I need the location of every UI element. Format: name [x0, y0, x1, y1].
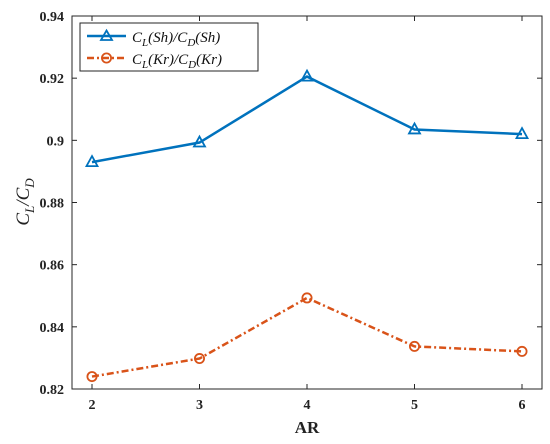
legend-label-kr: CL(Kr)/CD(Kr): [132, 52, 222, 71]
data-point-circle: [86, 371, 98, 383]
y-tick-label: 0.94: [40, 10, 65, 25]
data-point-triangle: [407, 121, 422, 135]
data-point-triangle: [84, 154, 100, 167]
y-axis-label: CL/CD: [13, 178, 37, 226]
data-point-circle: [193, 353, 205, 365]
x-tick-label: 2: [89, 398, 96, 413]
y-tick-label: 0.82: [40, 383, 65, 398]
x-tick-label: 3: [196, 398, 203, 413]
y-tick-label: 0.9: [47, 134, 65, 149]
x-ticks: 2 3 4 5 6: [89, 16, 526, 413]
data-point-triangle: [192, 134, 207, 148]
series-line-kr: [91, 296, 523, 378]
y-tick-label: 0.92: [40, 72, 65, 87]
legend-item-sh: CL(Sh)/CD(Sh): [87, 28, 220, 49]
data-point-circle: [301, 292, 313, 304]
legend-box: [79, 22, 259, 72]
legend-circle-marker: [101, 52, 113, 64]
series-line-sh: [91, 75, 523, 164]
data-point-triangle: [299, 68, 315, 82]
y-tick-label: 0.84: [40, 321, 65, 336]
legend: CL(Sh)/CD(Sh) CL(Kr)/CD(Kr): [79, 22, 259, 72]
x-axis-label: AR: [295, 418, 320, 437]
data-point-circle: [408, 340, 420, 352]
y-tick-label: 0.86: [40, 259, 65, 274]
legend-label-sh: CL(Sh)/CD(Sh): [132, 30, 220, 49]
series-layer: [84, 68, 530, 383]
x-tick-label: 5: [411, 398, 418, 413]
x-tick-label: 4: [304, 398, 311, 413]
y-tick-label: 0.88: [40, 197, 65, 212]
legend-triangle-marker: [99, 28, 114, 41]
data-point-triangle: [514, 126, 530, 140]
x-tick-label: 6: [519, 398, 526, 413]
plot-area: 2 3 4 5 6 0.82 0.84 0.86 0.88 0.9 0.92 0.94: [40, 10, 543, 413]
y-ticks: 0.82 0.84 0.86 0.88 0.9 0.92 0.94: [40, 10, 542, 398]
legend-item-kr: CL(Kr)/CD(Kr): [87, 52, 222, 71]
data-point-circle: [516, 345, 528, 357]
